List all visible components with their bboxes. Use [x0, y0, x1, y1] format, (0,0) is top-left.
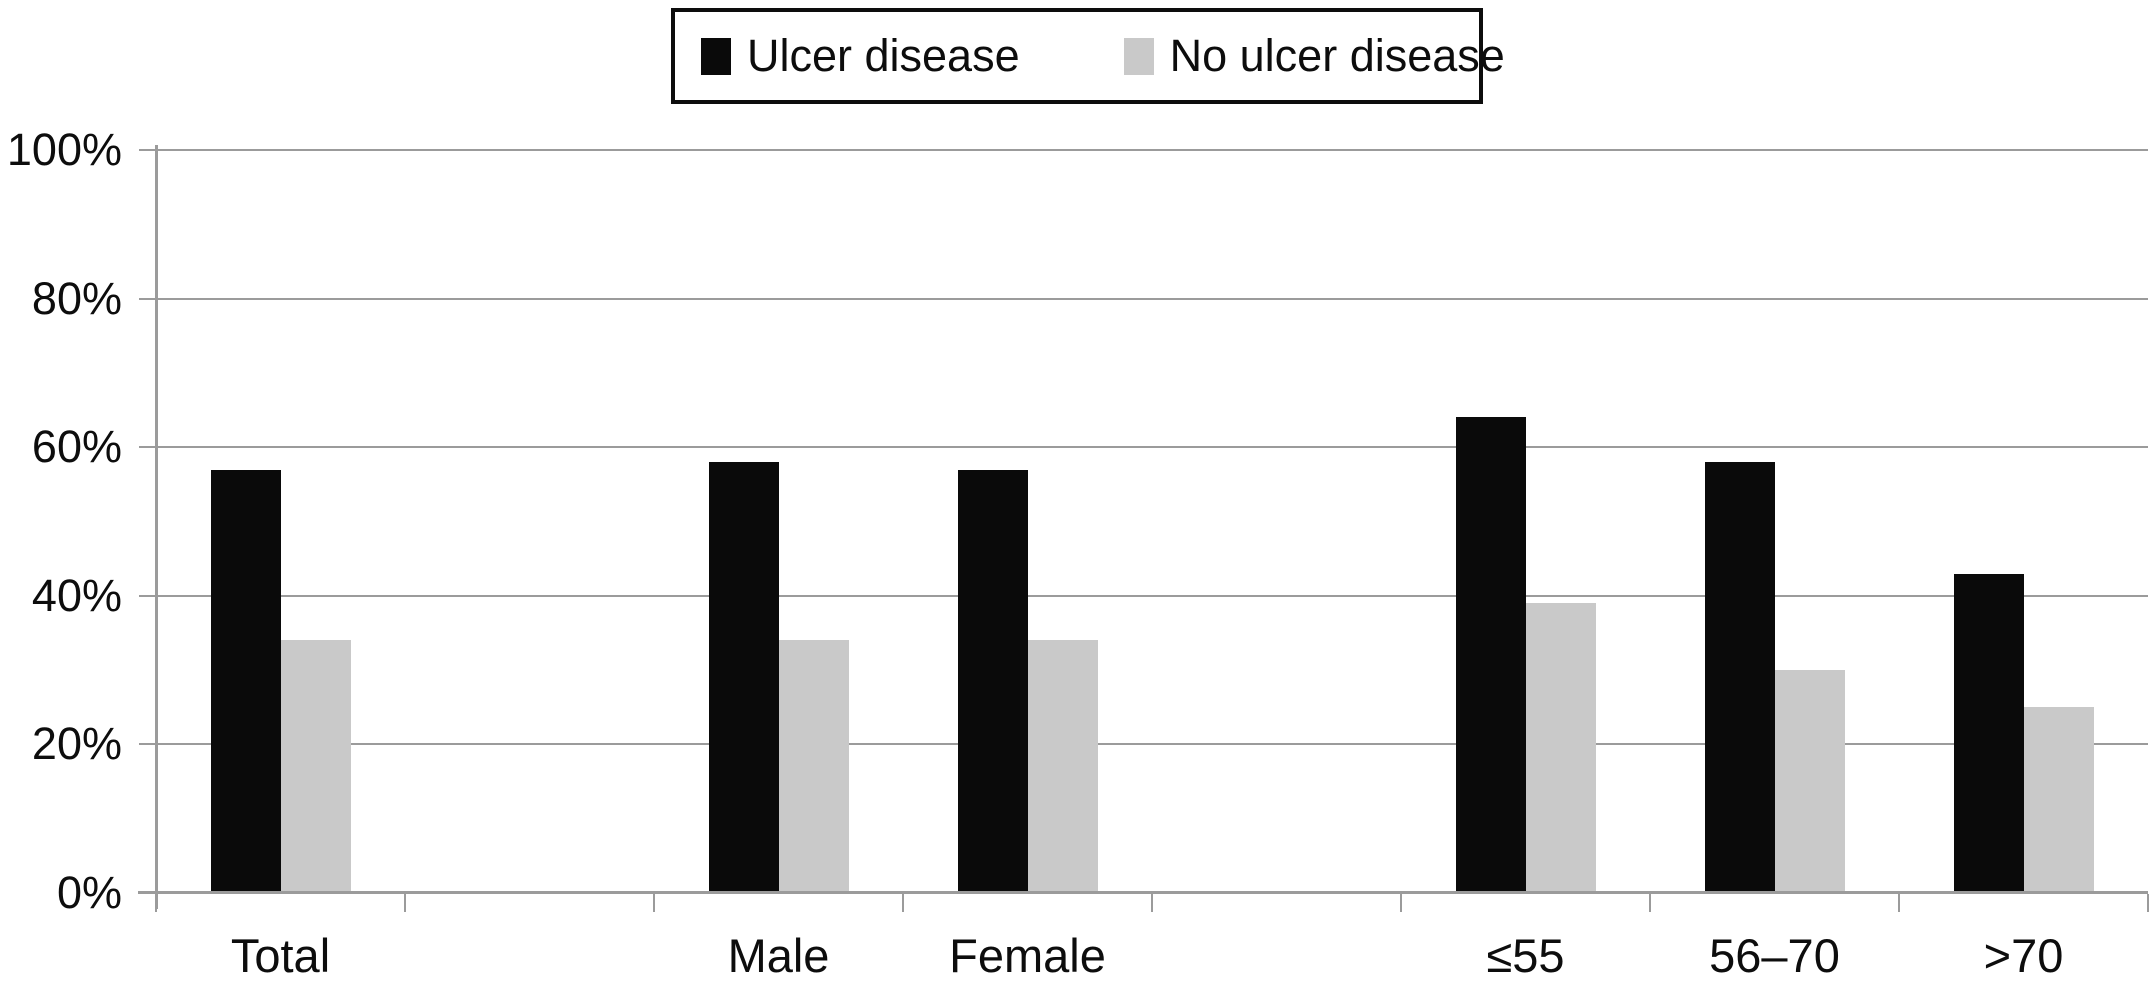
gridline: [156, 743, 2148, 746]
bar-ulcer-disease: [1953, 573, 2024, 893]
x-axis-tick: [653, 894, 655, 912]
bar-no-ulcer-disease: [2023, 707, 2094, 893]
bar-no-ulcer-disease: [280, 640, 351, 893]
y-axis-line: [155, 145, 158, 909]
legend-item-ulcer-disease: Ulcer disease: [701, 30, 1020, 82]
gridline: [156, 594, 2148, 597]
y-axis-tick: [139, 446, 155, 449]
legend-label-no-ulcer-disease: No ulcer disease: [1169, 30, 1505, 81]
bar-no-ulcer-disease: [1525, 603, 1596, 893]
legend-label-ulcer-disease: Ulcer disease: [747, 30, 1020, 81]
bar-ulcer-disease: [1704, 462, 1775, 893]
chart-legend: Ulcer disease No ulcer disease: [671, 8, 1505, 104]
bar-no-ulcer-disease: [1774, 670, 1845, 893]
y-axis-label: 100%: [6, 124, 122, 175]
x-axis-tick: [155, 894, 157, 912]
x-axis-tick: [1898, 894, 1900, 912]
gridline: [156, 446, 2148, 449]
x-axis-tick: [404, 894, 406, 912]
bar-ulcer-disease: [957, 469, 1028, 893]
x-axis-tick: [1400, 894, 1402, 912]
y-axis-label: 0%: [56, 867, 122, 918]
x-axis-label: >70: [1983, 929, 2064, 982]
x-axis-tick: [1151, 894, 1153, 912]
x-axis-label: Total: [230, 929, 331, 982]
y-axis-label: 80%: [31, 272, 122, 324]
x-axis-tick: [1649, 894, 1651, 912]
gridline: [156, 297, 2148, 300]
x-axis-label: Female: [949, 929, 1106, 982]
y-axis-tick: [139, 594, 155, 597]
bar-ulcer-disease: [210, 469, 281, 893]
y-axis-tick: [139, 892, 155, 894]
x-axis-label: Male: [727, 929, 830, 982]
bar-ulcer-disease: [708, 462, 779, 893]
y-axis-tick: [139, 149, 155, 151]
y-axis-tick: [139, 297, 155, 300]
plot-area: [138, 145, 2149, 912]
no-ulcer-disease-swatch: [1123, 37, 1154, 75]
y-axis-tick: [139, 743, 155, 746]
legend-item-no-ulcer-disease: No ulcer disease: [1123, 30, 1505, 82]
y-axis-label: 20%: [31, 718, 122, 770]
x-axis-label: ≤55: [1486, 929, 1565, 982]
x-axis-label: 56–70: [1709, 929, 1840, 982]
bar-ulcer-disease: [1455, 417, 1526, 893]
gridline: [156, 149, 2148, 151]
y-axis-label: 60%: [31, 421, 122, 473]
bar-no-ulcer-disease: [778, 640, 849, 893]
x-axis-tick: [2147, 894, 2149, 912]
y-axis-label: 40%: [31, 569, 122, 621]
x-axis-tick: [902, 894, 904, 912]
x-axis-line: [138, 891, 2148, 894]
bar-no-ulcer-disease: [1027, 640, 1098, 893]
ulcer-disease-swatch: [701, 37, 731, 75]
